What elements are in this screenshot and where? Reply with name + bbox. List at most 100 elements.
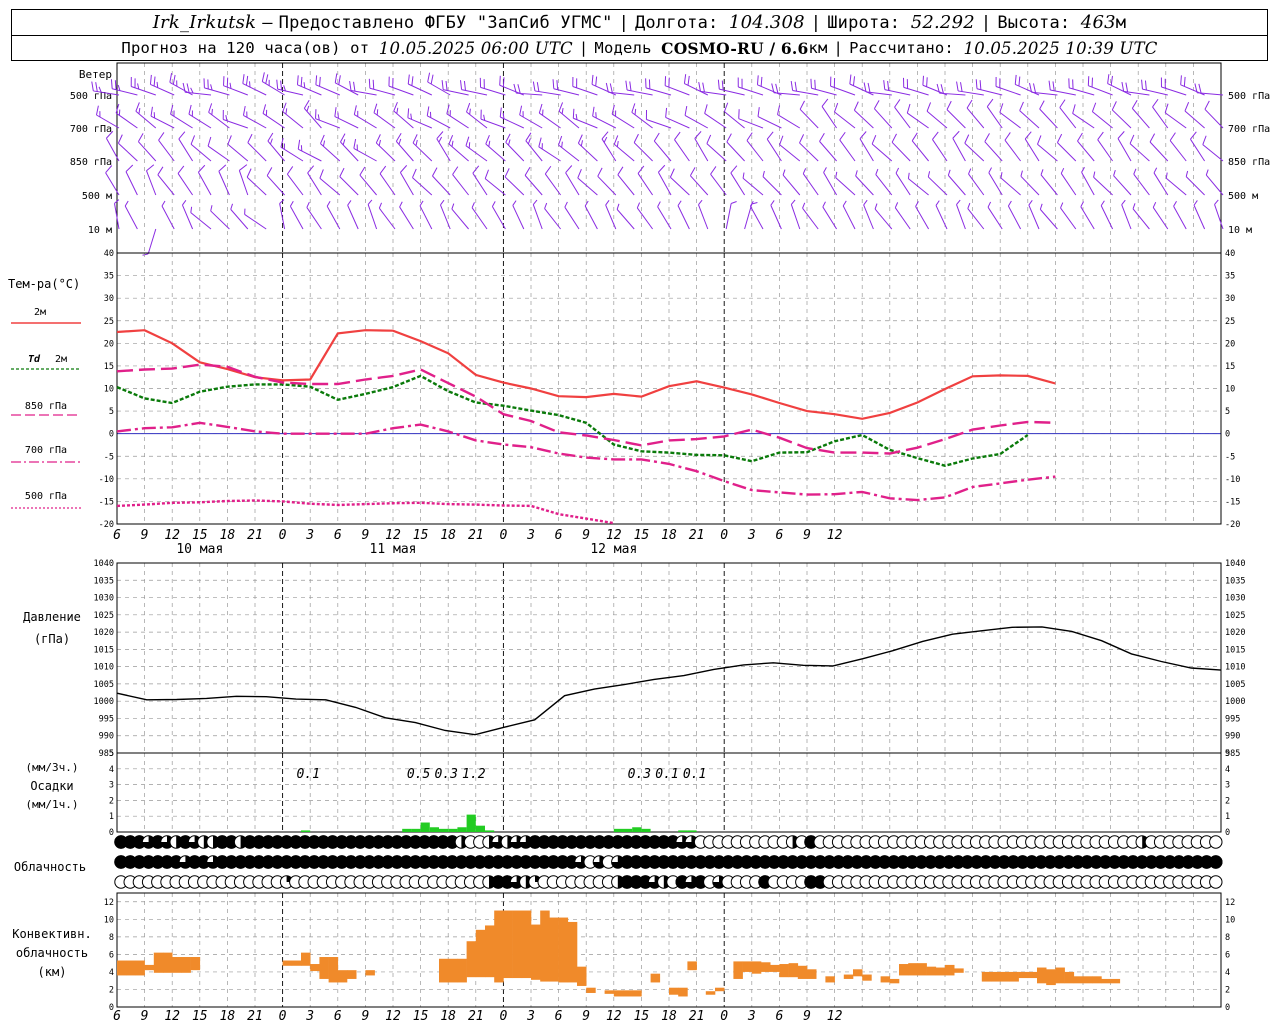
wind-barb-staff [967, 208, 985, 230]
wind-barb-staff [572, 86, 598, 96]
wind-barb-staff [399, 172, 414, 196]
wind-barb-feather [915, 201, 919, 207]
lon-value: 104.308 [728, 12, 805, 33]
prec-yunit-bottom: (мм/1ч.) [26, 798, 79, 811]
wind-barb-staff [307, 172, 322, 196]
wind-barb-staff [854, 109, 874, 129]
wind-barb-staff [1037, 143, 1058, 162]
wind-barb-staff [738, 86, 764, 96]
wind-barb-feather [975, 79, 978, 89]
wind-barb-feather [432, 167, 438, 177]
wind-barb-staff [277, 88, 304, 96]
wind-barb-feather [1204, 100, 1210, 110]
wind-barb-staff [842, 205, 856, 230]
legend-t700-label: 700 гПа [25, 445, 67, 456]
wind-barb-staff [742, 177, 764, 196]
wind-barb-feather [1032, 83, 1037, 93]
wind-barb-feather [1149, 133, 1156, 143]
wind-barb-feather [802, 168, 807, 174]
wind-barb-staff [369, 87, 396, 96]
precip-3h-label: 0.1 [683, 767, 706, 782]
convective-bar [163, 952, 173, 973]
conv-ytick-right: 4 [1225, 968, 1230, 978]
wind-barb-staff [516, 92, 543, 96]
convective-bar [282, 960, 293, 966]
wind-barb-feather [468, 142, 471, 149]
temp-ytick-left: 40 [104, 249, 114, 259]
wind-barb-staff [984, 141, 1003, 162]
day-label: 11 мая [370, 542, 417, 557]
cloud-symbol [187, 835, 202, 849]
wind-barb-staff [504, 176, 525, 196]
wind-barb-staff [1031, 91, 1058, 96]
conv-ytick-left: 0 [109, 1003, 114, 1013]
conv-ytick-left: 4 [109, 968, 114, 978]
wind-barb-staff [242, 83, 267, 96]
convective-bar [153, 952, 164, 973]
cloud-fill-partial [206, 855, 220, 869]
wind-barb-feather [616, 203, 620, 210]
wind-barb-staff [1100, 205, 1114, 230]
cloud-symbol [647, 855, 662, 869]
conv-time-label: 21 [468, 1009, 484, 1024]
convective-bar [1018, 971, 1029, 979]
wind-barb-staff [677, 205, 690, 230]
wind-barb-feather [1121, 199, 1126, 206]
cloud-symbol [1172, 855, 1186, 869]
convective-bar [954, 968, 964, 973]
wind-barb-staff [227, 143, 249, 162]
precip-bar [448, 828, 458, 832]
wind-barb-staff [1060, 207, 1077, 230]
wind-barb-feather [575, 113, 578, 120]
wind-barb-staff [461, 89, 488, 96]
cloud-symbol [1209, 835, 1223, 849]
wind-barb-staff [359, 174, 377, 196]
cloud-symbol [933, 855, 947, 869]
wind-barb-feather [469, 108, 471, 115]
conv-time-label: 15 [413, 1009, 429, 1024]
wind-barb-feather [359, 166, 366, 176]
wind-barb-staff [1093, 176, 1113, 196]
wind-barb-staff [320, 143, 341, 162]
prec-yunit-top: (мм/3ч.) [26, 761, 79, 774]
wind-barb-staff [863, 204, 874, 230]
wind-barb-staff [157, 174, 175, 196]
convective-bar [889, 978, 900, 984]
wind-barb-staff [207, 145, 230, 162]
convective-bar [908, 963, 918, 976]
wind-barb-staff [726, 141, 745, 162]
pressure-line [116, 626, 1222, 736]
wind-barb-feather [319, 169, 324, 179]
pres-ytick-left: 1040 [94, 559, 114, 569]
wind-barb-staff [131, 86, 156, 96]
temp-time-label: 21 [689, 528, 705, 543]
precip-bar [402, 828, 412, 832]
wind-barb-feather [161, 200, 166, 207]
wind-barb-feather [968, 168, 972, 175]
wind-barb-feather [1081, 166, 1085, 173]
cloud-symbol [289, 835, 303, 849]
wind-barb-staff [412, 177, 433, 196]
wind-barb-feather [979, 80, 982, 90]
wind-barb-feather [1018, 76, 1021, 87]
wind-barb-feather [280, 80, 283, 91]
wind-barb-feather [704, 104, 708, 114]
conv-time-label: 6 [334, 1009, 342, 1024]
wind-barb-staff [1193, 205, 1206, 230]
pres-yunit: (гПа) [34, 632, 70, 646]
pres-ytick-right: 990 [1225, 732, 1240, 742]
wind-barb-staff [626, 89, 653, 96]
cloud-symbol [831, 855, 846, 869]
wind-barb-feather [922, 75, 924, 86]
cloud-symbol [519, 855, 533, 869]
wind-barb-feather [835, 171, 838, 178]
wind-barb-staff [986, 106, 1003, 129]
cloud-symbol [528, 855, 542, 869]
cloud-symbol [491, 855, 505, 869]
convective-bar [742, 961, 753, 972]
convective-bar [319, 957, 329, 979]
precip-bar [485, 830, 495, 832]
wind-barb-feather [988, 167, 992, 173]
cloud-symbol [325, 835, 340, 849]
temp-time-label: 9 [141, 528, 149, 543]
